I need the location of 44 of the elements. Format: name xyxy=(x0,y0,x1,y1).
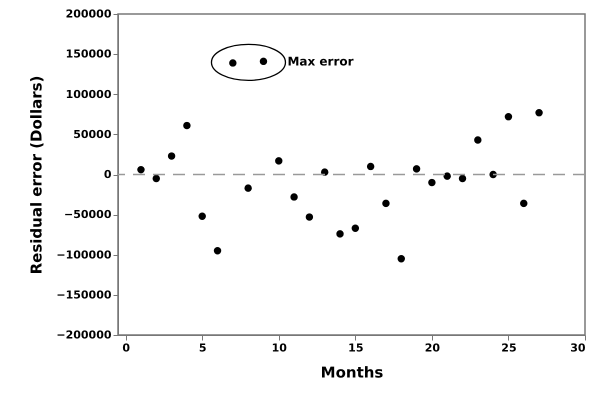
y-axis-title: Residual error (Dollars) xyxy=(27,76,46,274)
y-tick-label: 0 xyxy=(104,168,112,181)
point xyxy=(152,174,160,182)
point xyxy=(382,200,390,208)
y-tick-label: −100000 xyxy=(56,248,112,262)
point xyxy=(229,59,237,67)
annotation: Max error xyxy=(287,54,354,68)
point xyxy=(290,193,298,201)
point xyxy=(458,174,466,182)
y-tick-label: 200000 xyxy=(66,8,112,20)
point xyxy=(520,200,528,208)
y-tick-label: −200000 xyxy=(56,328,112,342)
point xyxy=(535,109,543,116)
point xyxy=(412,165,420,173)
point xyxy=(398,255,405,262)
point xyxy=(428,178,436,186)
point xyxy=(260,58,268,66)
point xyxy=(183,122,191,130)
point xyxy=(244,184,252,192)
x-tick-label: 20 xyxy=(424,342,440,354)
x-axis-title: Months xyxy=(320,364,384,382)
y-tick-label: 50000 xyxy=(73,128,112,141)
x-tick-label: 30 xyxy=(570,342,586,354)
point xyxy=(137,166,145,174)
point xyxy=(214,247,222,254)
y-tick-label: 100000 xyxy=(66,88,112,101)
point xyxy=(352,224,360,232)
x-tick-label: 10 xyxy=(272,342,288,354)
point xyxy=(275,157,282,165)
point xyxy=(504,113,512,120)
x-tick-label: 5 xyxy=(198,342,207,354)
x-tick-label: 0 xyxy=(122,342,130,354)
point xyxy=(198,212,206,220)
point xyxy=(474,136,482,144)
point xyxy=(306,213,314,221)
y-tick-label: −150000 xyxy=(56,288,112,302)
y-tick-label: −50000 xyxy=(64,208,112,222)
x-tick-label: 25 xyxy=(501,342,517,354)
point xyxy=(336,230,344,238)
point xyxy=(366,162,374,170)
point xyxy=(168,152,176,160)
x-tick-label: 15 xyxy=(348,342,364,354)
point xyxy=(443,172,451,180)
y-tick-label: 150000 xyxy=(66,48,112,61)
